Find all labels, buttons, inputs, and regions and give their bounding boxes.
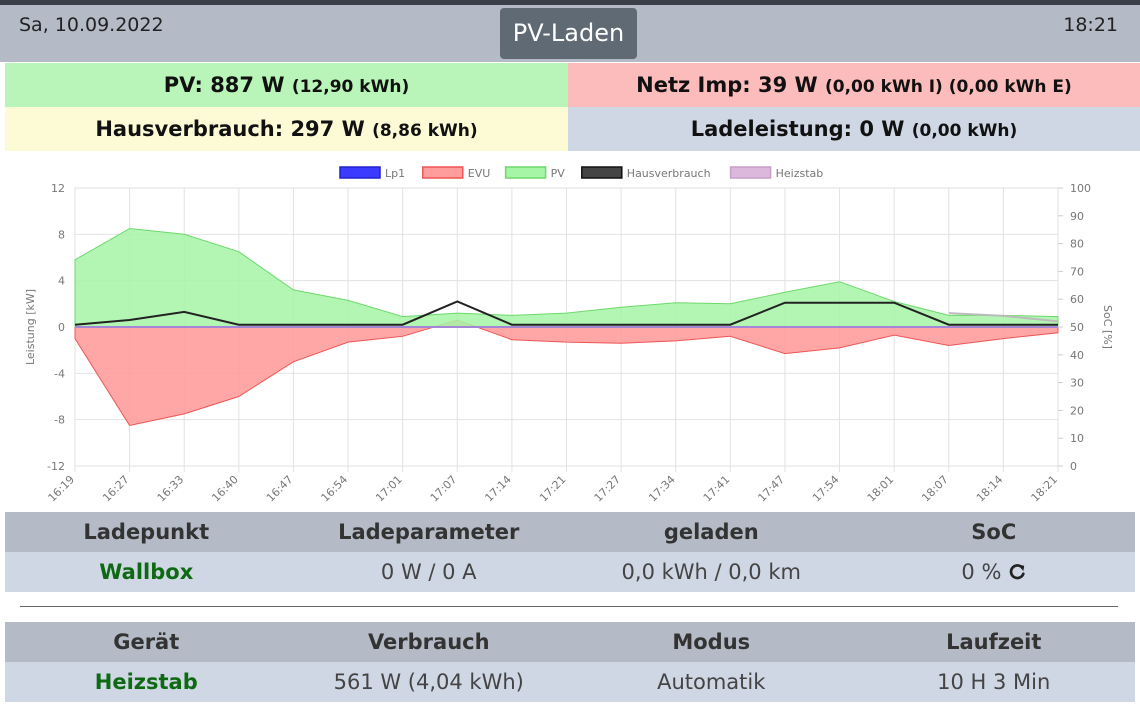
legend-swatch-evu[interactable]	[422, 166, 464, 179]
legend-label-hausverbrauch[interactable]: Hausverbrauch	[627, 167, 711, 180]
device-consumption: 561 W (4,04 kWh)	[333, 670, 524, 694]
x-tick-label: 17:27	[592, 473, 624, 505]
x-tick-label: 17:14	[482, 473, 514, 505]
charge-point-name[interactable]: Wallbox	[99, 560, 194, 584]
soc-cell: 0 %	[853, 552, 1136, 592]
house-energy-value: (8,86 kWh)	[372, 121, 478, 141]
grid-energy-value: (0,00 kWh I) (0,00 kWh E)	[825, 77, 1072, 97]
charge-parameters: 0 W / 0 A	[380, 560, 477, 584]
y2-tick-label: 80	[1070, 238, 1084, 251]
header-geladen: geladen	[663, 520, 759, 544]
x-tick-label: 17:01	[373, 473, 405, 505]
y-tick-label: 12	[51, 182, 65, 195]
device-mode[interactable]: Automatik	[657, 670, 766, 694]
legend-swatch-hausverbrauch[interactable]	[581, 166, 623, 179]
x-tick-label: 16:33	[155, 473, 187, 505]
y-axis-label: Leistung [kW]	[24, 289, 37, 365]
x-tick-label: 17:54	[810, 473, 842, 505]
y2-tick-label: 30	[1070, 377, 1084, 390]
x-tick-label: 18:21	[1029, 473, 1061, 505]
x-tick-label: 16:27	[100, 473, 132, 505]
y-tick-label: 8	[58, 228, 65, 241]
y-tick-label: 0	[58, 321, 65, 334]
charge-power-value: Ladeleistung: 0 W	[690, 117, 905, 141]
device-table: Gerät Verbrauch Modus Laufzeit Heizstab …	[5, 622, 1135, 702]
y-tick-label: -4	[54, 367, 65, 380]
x-tick-label: 16:19	[46, 473, 78, 505]
device-runtime: 10 H 3 Min	[937, 670, 1051, 694]
header-modus: Modus	[672, 630, 751, 654]
house-consumption-tile: Hausverbrauch: 297 W (8,86 kWh)	[5, 107, 568, 151]
table-row[interactable]: Wallbox 0 W / 0 A 0,0 kWh / 0,0 km 0 %	[5, 552, 1135, 592]
legend-label-pv[interactable]: PV	[551, 167, 566, 180]
grid-power-tile: Netz Imp: 39 W (0,00 kWh I) (0,00 kWh E)	[568, 63, 1140, 107]
charge-table-header: Ladepunkt Ladeparameter geladen SoC	[5, 512, 1135, 552]
date-label: Sa, 10.09.2022	[19, 14, 164, 36]
y2-tick-label: 50	[1070, 321, 1084, 334]
legend-label-heizstab[interactable]: Heizstab	[776, 167, 824, 180]
series-hausverbrauch-line	[74, 300, 1058, 326]
legend-swatch-pv[interactable]	[504, 166, 547, 179]
y-tick-label: 4	[58, 275, 65, 288]
y2-tick-label: 0	[1070, 460, 1077, 473]
charge-point-table: Ladepunkt Ladeparameter geladen SoC Wall…	[5, 512, 1135, 592]
y2-tick-label: 100	[1070, 182, 1091, 195]
x-tick-label: 16:54	[319, 473, 351, 505]
legend-swatch-lp1[interactable]	[339, 166, 381, 179]
header-laufzeit: Laufzeit	[946, 630, 1042, 654]
charged-energy: 0,0 kWh / 0,0 km	[621, 560, 801, 584]
header-ladepunkt: Ladepunkt	[83, 520, 210, 544]
charge-power-tile: Ladeleistung: 0 W (0,00 kWh)	[568, 107, 1140, 151]
time-label: 18:21	[1063, 14, 1118, 36]
y-tick-label: -8	[54, 414, 65, 427]
x-tick-label: 16:40	[209, 473, 241, 505]
top-strip	[0, 0, 1140, 5]
y2-tick-label: 60	[1070, 293, 1084, 306]
legend-label-lp1[interactable]: Lp1	[385, 167, 405, 180]
x-tick-label: 18:14	[974, 473, 1006, 505]
pv-energy-value: (12,90 kWh)	[291, 77, 410, 97]
section-divider	[20, 606, 1118, 607]
x-tick-label: 17:47	[755, 473, 787, 505]
header-verbrauch: Verbrauch	[367, 630, 490, 654]
y-tick-label: -12	[47, 460, 65, 473]
y2-tick-label: 40	[1070, 349, 1084, 362]
y2-axis-label: SoC [%]	[1101, 305, 1114, 349]
legend-label-evu[interactable]: EVU	[468, 167, 491, 180]
charge-energy-value: (0,00 kWh)	[911, 121, 1018, 141]
x-tick-label: 17:41	[701, 473, 733, 505]
x-tick-label: 16:47	[264, 473, 296, 505]
x-tick-label: 17:21	[537, 473, 569, 505]
header-geraet: Gerät	[113, 630, 180, 654]
series-soc-line	[948, 312, 1059, 323]
x-tick-label: 17:07	[428, 473, 460, 505]
header-soc: SoC	[971, 520, 1017, 544]
pv-power-tile: PV: 887 W (12,90 kWh)	[5, 63, 568, 107]
y2-tick-label: 90	[1070, 210, 1084, 223]
y2-tick-label: 20	[1070, 404, 1084, 417]
legend-swatch-heizstab[interactable]	[729, 166, 772, 179]
y2-tick-label: 70	[1070, 265, 1084, 278]
device-table-header: Gerät Verbrauch Modus Laufzeit	[5, 622, 1135, 662]
pv-power-value: PV: 887 W	[163, 73, 285, 97]
refresh-icon[interactable]	[1008, 563, 1026, 581]
x-tick-label: 18:01	[865, 473, 897, 505]
x-tick-label: 18:07	[919, 473, 951, 505]
x-tick-label: 17:34	[646, 473, 678, 505]
header-bar: Sa, 10.09.2022 PV-Laden 18:21	[0, 5, 1140, 62]
soc-value: 0 %	[961, 560, 1002, 584]
table-row[interactable]: Heizstab 561 W (4,04 kWh) Automatik 10 H…	[5, 662, 1135, 702]
device-name[interactable]: Heizstab	[94, 670, 198, 694]
house-consumption-value: Hausverbrauch: 297 W	[95, 117, 365, 141]
header-ladeparameter: Ladeparameter	[338, 520, 520, 544]
grid-power-value: Netz Imp: 39 W	[636, 73, 818, 97]
series-evu-area	[74, 319, 1059, 427]
y2-tick-label: 10	[1070, 432, 1084, 445]
charge-mode-button[interactable]: PV-Laden	[500, 8, 637, 59]
